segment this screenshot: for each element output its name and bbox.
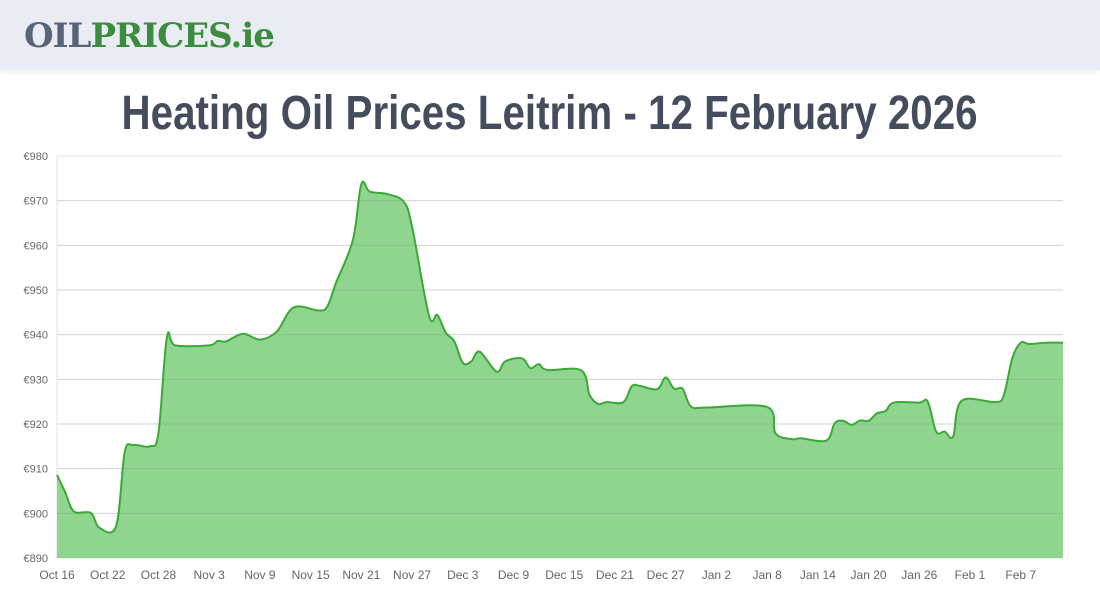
x-tick-label: Dec 3 xyxy=(447,568,479,582)
site-logo[interactable]: OILPRICES.ie xyxy=(24,14,275,58)
x-tick-label: Nov 9 xyxy=(244,568,276,582)
price-line xyxy=(56,180,1064,534)
x-tick-label: Nov 3 xyxy=(193,568,225,582)
y-tick-label: €980 xyxy=(24,151,48,163)
x-tick-label: Jan 20 xyxy=(851,568,887,582)
x-tick-label: Oct 16 xyxy=(39,568,75,582)
y-tick-label: €930 xyxy=(24,374,48,386)
x-tick-label: Jan 14 xyxy=(800,568,836,582)
logo-part-prices: PRICES.ie xyxy=(90,16,274,56)
x-tick-label: Oct 22 xyxy=(90,568,126,582)
x-tick-label: Dec 9 xyxy=(498,568,530,582)
x-tick-label: Jan 2 xyxy=(702,568,732,582)
y-tick-label: €910 xyxy=(24,464,48,476)
y-tick-label: €970 xyxy=(24,196,48,208)
x-tick-label: Feb 1 xyxy=(955,568,986,582)
y-tick-label: €960 xyxy=(24,240,48,252)
y-tick-label: €940 xyxy=(24,330,48,342)
y-tick-label: €890 xyxy=(24,553,48,565)
page-title-wrap: Heating Oil Prices Leitrim - 12 February… xyxy=(0,84,1100,144)
x-tick-label: Jan 26 xyxy=(901,568,937,582)
logo-part-oil: OIL xyxy=(24,16,91,56)
x-tick-label: Dec 27 xyxy=(647,568,685,582)
y-tick-label: €920 xyxy=(24,419,48,431)
x-tick-label: Dec 15 xyxy=(545,568,583,582)
x-tick-label: Nov 15 xyxy=(292,568,330,582)
site-header: OILPRICES.ie xyxy=(0,0,1100,70)
x-tick-label: Feb 7 xyxy=(1005,568,1036,582)
x-tick-label: Oct 28 xyxy=(141,568,177,582)
x-tick-label: Nov 21 xyxy=(342,568,380,582)
page-title: Heating Oil Prices Leitrim - 12 February… xyxy=(121,87,979,140)
x-tick-label: Nov 27 xyxy=(393,568,431,582)
x-tick-label: Jan 8 xyxy=(752,568,782,582)
x-tick-label: Dec 21 xyxy=(596,568,634,582)
y-tick-label: €950 xyxy=(24,285,48,297)
y-tick-label: €900 xyxy=(24,508,48,520)
